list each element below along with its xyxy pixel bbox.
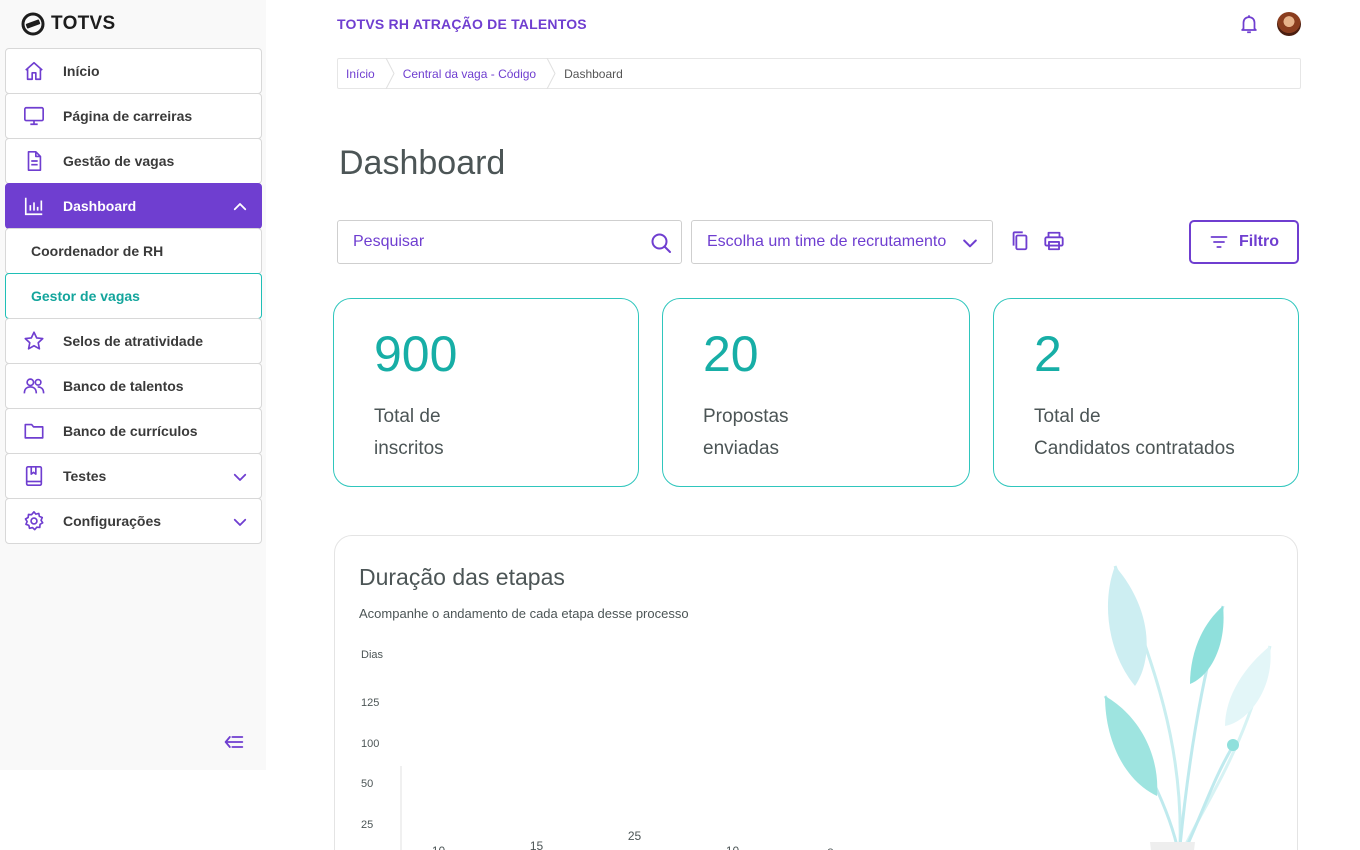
filter-icon [1210, 236, 1228, 248]
chevron-down-icon [233, 473, 247, 481]
users-icon [23, 375, 45, 397]
search-input[interactable]: Pesquisar [337, 220, 682, 264]
sidebar-subitem-gestor[interactable]: Gestor de vagas [5, 273, 262, 319]
monitor-icon [23, 105, 45, 127]
chevron-up-icon [233, 203, 247, 211]
kpi-card-inscritos: 900 Total de inscritos [333, 298, 639, 487]
star-icon [23, 330, 45, 352]
gear-icon [23, 510, 45, 532]
breadcrumb-separator [546, 58, 556, 89]
sidebar-item-banco-talentos[interactable]: Banco de talentos [5, 363, 262, 409]
sidebar-item-label: Banco de currículos [63, 423, 198, 439]
avatar[interactable] [1277, 12, 1301, 36]
brand-name: TOTVS [51, 13, 116, 34]
bar-value-label: 25 [628, 829, 642, 843]
breadcrumb-separator [385, 58, 395, 89]
sidebar-menu: Início Página de carreiras Gestão de vag… [5, 48, 262, 544]
kpi-card-propostas: 20 Propostas enviadas [662, 298, 970, 487]
chevron-down-icon [233, 518, 247, 526]
team-select-value: Escolha um time de recrutamento [707, 233, 947, 250]
filter-button[interactable]: Filtro [1189, 220, 1299, 264]
sidebar-item-testes[interactable]: Testes [5, 453, 262, 499]
search-placeholder: Pesquisar [353, 233, 425, 250]
bar-value-label: 8 [827, 846, 834, 850]
sidebar-subitem-coordenador[interactable]: Coordenador de RH [5, 228, 262, 274]
bar-chart: Dias 125 100 50 25 10 15 25 10 8 [361, 649, 834, 850]
kpi-card-contratados: 2 Total de Candidatos contratados [993, 298, 1299, 487]
kpi-label: Total de inscritos [374, 406, 444, 459]
breadcrumb: Início Central da vaga - Código Dashboar… [337, 58, 1301, 89]
app-title: TOTVS RH ATRAÇÃO DE TALENTOS [337, 16, 587, 32]
kpi-label: Total de Candidatos contratados [1034, 406, 1235, 459]
kpi-value: 900 [374, 326, 458, 382]
totvs-logo-icon [21, 12, 45, 36]
bar-chart-icon [23, 195, 45, 217]
sidebar-item-label: Selos de atratividade [63, 333, 204, 349]
plant-illustration [1103, 565, 1272, 850]
sidebar: TOTVS Início Página de carreiras Gestão … [0, 0, 266, 770]
bell-icon[interactable] [1238, 13, 1260, 35]
team-select[interactable]: Escolha um time de recrutamento [691, 220, 993, 264]
bar-value-label: 10 [726, 844, 740, 850]
bar-value-label: 15 [530, 839, 544, 850]
filter-label: Filtro [1239, 233, 1279, 250]
sidebar-item-label: Início [63, 63, 100, 79]
sidebar-item-label: Gestor de vagas [31, 288, 140, 304]
sidebar-item-banco-curriculos[interactable]: Banco de currículos [5, 408, 262, 454]
kpi-value: 20 [703, 326, 759, 382]
breadcrumb-item-central-vaga[interactable]: Central da vaga - Código [402, 66, 537, 81]
totvs-logo[interactable]: TOTVS [21, 12, 116, 36]
sidebar-item-label: Configurações [63, 513, 162, 529]
breadcrumb-item-inicio[interactable]: Início [346, 66, 375, 81]
copy-icon[interactable] [1009, 230, 1031, 252]
home-icon [23, 60, 45, 82]
y-tick-label: 125 [361, 697, 379, 709]
collapse-sidebar-icon[interactable] [224, 733, 244, 751]
sidebar-item-label: Banco de talentos [63, 378, 184, 394]
sidebar-item-label: Coordenador de RH [31, 243, 164, 259]
sidebar-item-label: Testes [63, 468, 107, 484]
sidebar-item-carreiras[interactable]: Página de carreiras [5, 93, 262, 139]
y-tick-label: 25 [361, 819, 373, 831]
sidebar-item-gestao-vagas[interactable]: Gestão de vagas [5, 138, 262, 184]
kpi-label: Propostas enviadas [703, 406, 789, 459]
chart-card-duracao: Duração das etapas Acompanhe o andamento… [334, 535, 1298, 850]
document-icon [23, 150, 45, 172]
folder-icon [23, 420, 45, 442]
y-tick-label: 50 [361, 778, 373, 790]
sidebar-item-label: Página de carreiras [63, 108, 193, 124]
book-icon [23, 465, 45, 487]
chart-subtitle: Acompanhe o andamento de cada etapa dess… [359, 606, 689, 621]
sidebar-item-label: Gestão de vagas [63, 153, 175, 169]
y-tick-label: 100 [361, 738, 379, 750]
page-title: Dashboard [339, 144, 506, 182]
chevron-down-icon [963, 239, 977, 248]
sidebar-item-inicio[interactable]: Início [5, 48, 262, 94]
breadcrumb-item-dashboard: Dashboard [564, 66, 623, 81]
sidebar-item-dashboard[interactable]: Dashboard [5, 183, 262, 229]
kpi-value: 2 [1034, 326, 1062, 382]
bar-value-label: 10 [432, 844, 446, 850]
sidebar-item-configuracoes[interactable]: Configurações [5, 498, 262, 544]
sidebar-item-selos[interactable]: Selos de atratividade [5, 318, 262, 364]
search-icon[interactable] [649, 231, 673, 255]
sidebar-item-label: Dashboard [63, 198, 137, 214]
y-axis-label: Dias [361, 649, 384, 661]
chart-title: Duração das etapas [359, 564, 565, 590]
print-icon[interactable] [1043, 230, 1065, 252]
